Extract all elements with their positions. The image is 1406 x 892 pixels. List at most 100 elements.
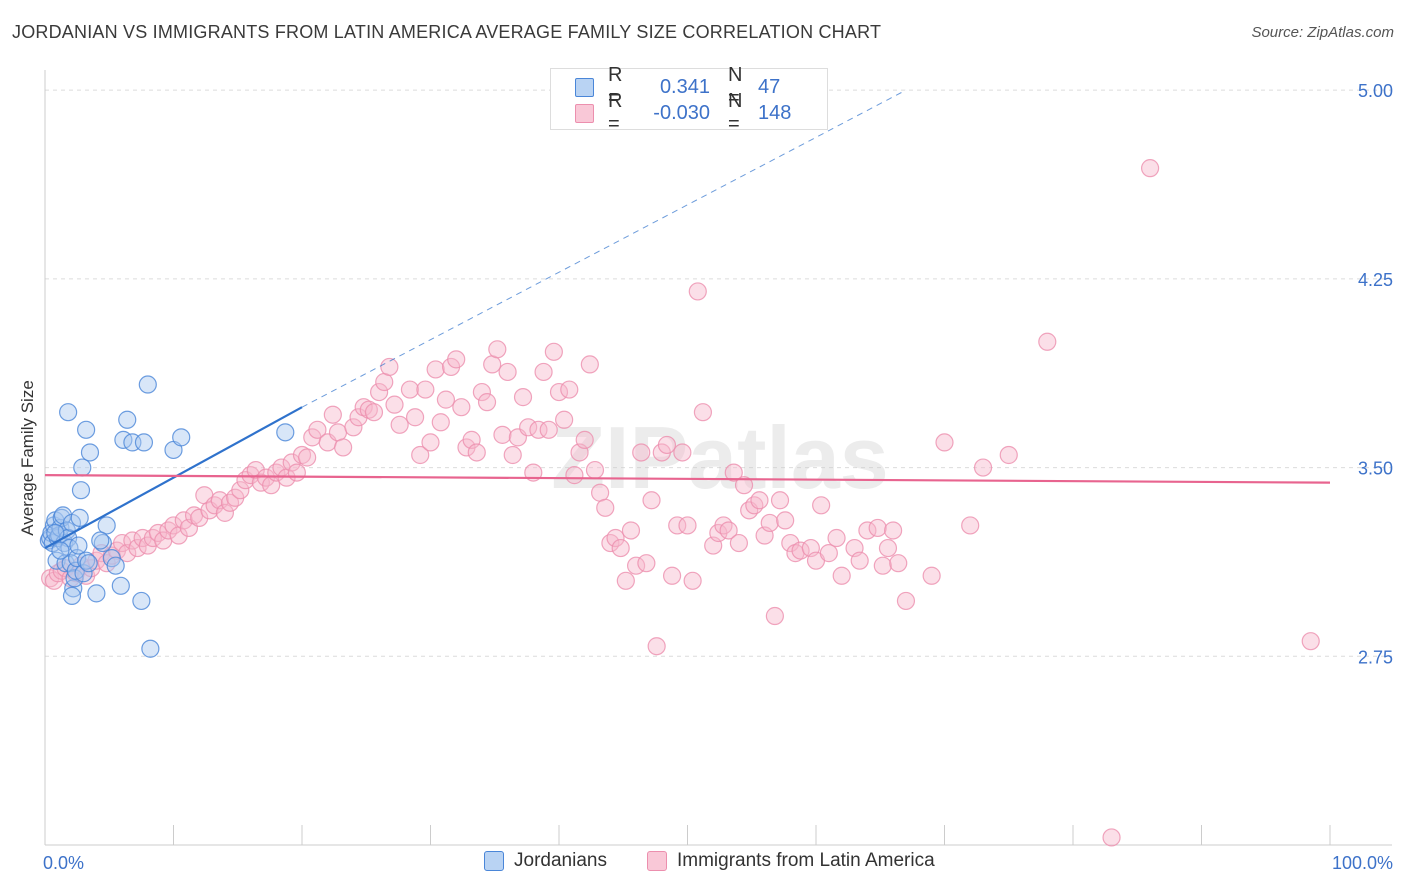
latin-america-point [411, 445, 430, 465]
latin-america-point [673, 443, 692, 462]
latin-america-point [323, 405, 342, 424]
n-value: 47 [758, 75, 781, 98]
latin-america-point [405, 408, 425, 427]
latin-america-point [380, 357, 399, 377]
latin-america-point [873, 556, 892, 575]
latin-america-point [498, 362, 517, 382]
y-axis-title: Average Family Size [18, 380, 37, 536]
jordanian-point [93, 533, 112, 553]
latin-america-point [364, 403, 384, 422]
latin-america-point [205, 496, 224, 515]
latin-america-point [431, 413, 450, 432]
latin-america-point [1102, 828, 1121, 847]
latin-america-point [529, 420, 548, 439]
latin-america-point [467, 443, 486, 462]
latin-america-point [776, 511, 795, 530]
jordanian-point [80, 443, 100, 462]
latin-america-point [719, 521, 738, 540]
latin-america-point [896, 591, 916, 611]
jordanian-point [59, 403, 78, 422]
latin-america-point [832, 566, 851, 585]
latin-america-point [693, 403, 713, 422]
latin-america-point [999, 445, 1018, 465]
latin-america-trend-line [44, 474, 1331, 484]
watermark: ZIPatlas [551, 408, 888, 507]
jordanian-point [172, 428, 191, 447]
latin-america-point [637, 554, 656, 573]
latin-america-point [745, 496, 764, 515]
stats-legend-row-jordanians: R = 0.341 N = 47 [575, 64, 781, 109]
axes [44, 70, 1392, 846]
latin-america-point [601, 533, 620, 553]
legend-label: Jordanians [514, 850, 607, 871]
jordanian-point [141, 639, 160, 658]
latin-america-point [642, 491, 661, 510]
latin-america-point [850, 551, 869, 570]
stats-legend: R = 0.341 N = 47 R = -0.030 N = 148 [550, 64, 828, 135]
jordanians-legend-swatch [484, 851, 504, 871]
jordanians-trend-line [44, 406, 303, 550]
latin-america-point [1140, 159, 1160, 178]
latin-america-point [436, 390, 456, 409]
latin-america-point [390, 415, 409, 434]
latin-america-point [760, 513, 779, 533]
latin-america-point [662, 566, 682, 585]
jordanian-point [106, 556, 125, 575]
latin-america-point [961, 516, 980, 535]
jordanian-point [138, 375, 157, 394]
latin-america-point [973, 458, 993, 477]
jordanians-swatch [575, 77, 594, 97]
latin-america-point [812, 496, 831, 515]
legend-item-jordanians[interactable]: Jordanians [484, 850, 607, 872]
latin-america-point [616, 571, 635, 590]
jordanian-point [118, 410, 137, 429]
r-label: R = [608, 90, 623, 135]
latin-america-point [287, 463, 306, 482]
jordanian-point [132, 591, 151, 611]
jordanian-point [70, 508, 89, 527]
latin-america-point [513, 388, 533, 407]
latin-america-point [488, 340, 507, 359]
latin-america-point [647, 637, 666, 656]
latin-america-point [539, 420, 558, 439]
latin-america-point [565, 466, 584, 485]
axis-labels: 2.75 3.50 4.25 5.00 0.0% 100.0% Average Family… [18, 81, 1393, 873]
latin-america-point [477, 393, 497, 412]
jordanian-point [77, 420, 96, 439]
jordanian-point [97, 516, 116, 535]
latin-america-point [220, 493, 240, 512]
latin-america-point [729, 533, 749, 553]
latin-america-point [606, 528, 625, 548]
legend-item-latin-america[interactable]: Immigrants from Latin America [647, 850, 935, 872]
latin-america-point [483, 355, 502, 374]
latin-america-point [1301, 632, 1320, 651]
r-value: -0.030 [653, 101, 710, 124]
latin-america-point [935, 433, 954, 452]
jordanian-point [87, 584, 106, 603]
latin-america-point [426, 360, 445, 379]
y-tick-label: 5.00 [1358, 81, 1393, 101]
latin-america-point [668, 516, 687, 535]
latin-america-swatch [575, 103, 594, 123]
latin-america-point [632, 443, 651, 462]
latin-america-point [241, 466, 260, 485]
latin-america-point [724, 463, 743, 482]
latin-america-point [580, 355, 599, 374]
latin-america-point [503, 445, 522, 465]
y-tick-label: 3.50 [1358, 459, 1393, 479]
gridlines [45, 89, 1392, 657]
latin-america-point [678, 516, 697, 535]
latin-america-point [292, 445, 312, 465]
jordanian-point [69, 536, 88, 555]
latin-america-point [215, 503, 234, 522]
jordanian-point [62, 586, 82, 605]
latin-america-point [878, 538, 898, 558]
jordanians-trend-extension [301, 89, 907, 408]
latin-america-point [354, 398, 373, 417]
latin-america-point [524, 463, 543, 482]
series-legend: Jordanians Immigrants from Latin America [0, 850, 1406, 878]
r-label: R = [608, 64, 623, 109]
latin-america-point [370, 382, 389, 402]
r-value: 0.341 [659, 75, 710, 98]
latin-america-point [734, 476, 754, 495]
